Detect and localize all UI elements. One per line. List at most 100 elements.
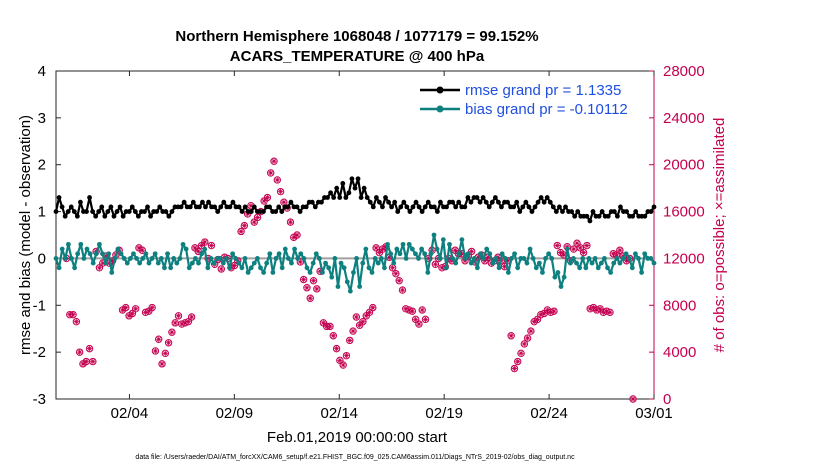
obs-assimilated-point <box>422 316 429 322</box>
obs-assimilated-point <box>482 258 488 264</box>
obs-assimilated-point <box>380 246 386 252</box>
bias-point <box>642 251 648 257</box>
rmse-point <box>630 213 636 219</box>
obs-assimilated-point <box>386 254 392 260</box>
bias-point <box>608 270 614 275</box>
bias-point <box>471 256 477 261</box>
bias-point <box>602 256 607 261</box>
bias-point <box>456 251 462 257</box>
bias-point <box>474 265 480 271</box>
bias-point <box>639 270 645 275</box>
obs-assimilated-point <box>353 314 359 320</box>
obs-assimilated-point <box>393 271 399 277</box>
bias-point <box>546 251 552 257</box>
left-axis: -3 -2 -1 0 1 2 3 4 <box>33 63 61 408</box>
bias-point <box>378 256 384 261</box>
bias-point <box>341 265 347 271</box>
rmse-point <box>410 204 416 210</box>
obs-possible-point <box>168 328 176 336</box>
obs-assimilated-point <box>419 307 425 313</box>
obs-assimilated-point <box>162 350 168 356</box>
rmse-point <box>309 199 315 205</box>
legend-rmse-label: rmse grand pr = 1.1335 <box>465 82 621 99</box>
bias-point <box>577 265 583 271</box>
rmse-point <box>480 195 486 200</box>
obs-possible-point <box>85 344 94 353</box>
obs-possible-point <box>89 357 97 366</box>
rmse-point <box>236 204 242 210</box>
bias-point <box>468 260 474 266</box>
bias-point <box>347 288 353 294</box>
bias-point <box>614 256 620 261</box>
rmse-point <box>413 199 419 205</box>
bias-point <box>580 256 586 261</box>
rmse-point <box>181 199 187 205</box>
obs-assimilated-point <box>469 248 475 254</box>
rmse-point <box>212 204 218 210</box>
rmse-point <box>251 204 257 210</box>
bias-point <box>143 251 149 257</box>
bias-point <box>447 241 452 247</box>
rmse-point <box>87 195 92 200</box>
rmse-point <box>544 195 550 200</box>
rmse-point <box>114 209 120 214</box>
legend: rmse grand pr = 1.1335 bias grand pr = -… <box>420 82 628 118</box>
bias-point <box>512 251 517 257</box>
obs-assimilated-point <box>264 194 271 201</box>
bias-point <box>462 256 468 261</box>
obs-possible-point <box>507 332 515 340</box>
obs-possible-point <box>616 246 624 254</box>
bias-point <box>109 270 115 275</box>
rmse-point <box>401 199 407 205</box>
obs-possible-point <box>75 348 84 356</box>
bias-point <box>220 260 226 266</box>
obs-assimilated-point <box>541 310 547 317</box>
bias-point <box>118 251 124 257</box>
obs-assimilated-point <box>337 357 343 363</box>
rmse-point <box>468 199 474 205</box>
obs-possible-point <box>359 317 367 326</box>
rmse-point <box>68 204 74 210</box>
bias-point <box>183 246 189 252</box>
bias-point <box>605 265 610 271</box>
bias-point <box>629 265 635 271</box>
x-tick-label: 03/01 <box>635 405 673 422</box>
bias-point <box>428 251 434 257</box>
bias-point <box>406 241 412 247</box>
rmse-point <box>547 199 553 205</box>
bias-point <box>56 265 62 271</box>
bias-point <box>199 251 205 257</box>
bias-point <box>245 270 251 275</box>
obs-possible-point <box>293 231 301 239</box>
obs-assimilated-point <box>96 265 103 271</box>
bias-point <box>425 270 431 275</box>
obs-possible-point <box>161 349 170 358</box>
obs-assimilated-point <box>198 242 205 249</box>
y-tick-label: 3 <box>38 110 46 127</box>
obs-assimilated-point <box>617 247 623 253</box>
rmse-point <box>611 209 617 214</box>
y-right-tick-label: 24000 <box>663 110 705 127</box>
bias-point <box>623 251 629 257</box>
obs-assimilated-point <box>70 312 76 318</box>
bias-point <box>571 256 576 261</box>
obs-assimilated-point <box>192 245 198 251</box>
rmse-point <box>132 209 138 214</box>
obs-possible-point <box>151 347 160 355</box>
bias-point <box>196 260 201 266</box>
obs-possible-point <box>579 248 588 257</box>
obs-assimilated-point <box>531 319 537 325</box>
rmse-point <box>187 204 193 210</box>
obs-assimilated-point <box>90 358 96 365</box>
bias-point <box>564 246 570 252</box>
rmse-point <box>373 195 379 200</box>
rmse-point <box>492 195 498 200</box>
bias-point <box>96 241 102 247</box>
rmse-point <box>328 190 333 196</box>
rmse-point <box>495 199 501 205</box>
bias-point <box>189 260 195 266</box>
obs-possible-point <box>398 286 407 294</box>
bias-point <box>419 246 425 252</box>
rmse-point <box>166 213 172 219</box>
obs-assimilated-point <box>241 223 247 229</box>
